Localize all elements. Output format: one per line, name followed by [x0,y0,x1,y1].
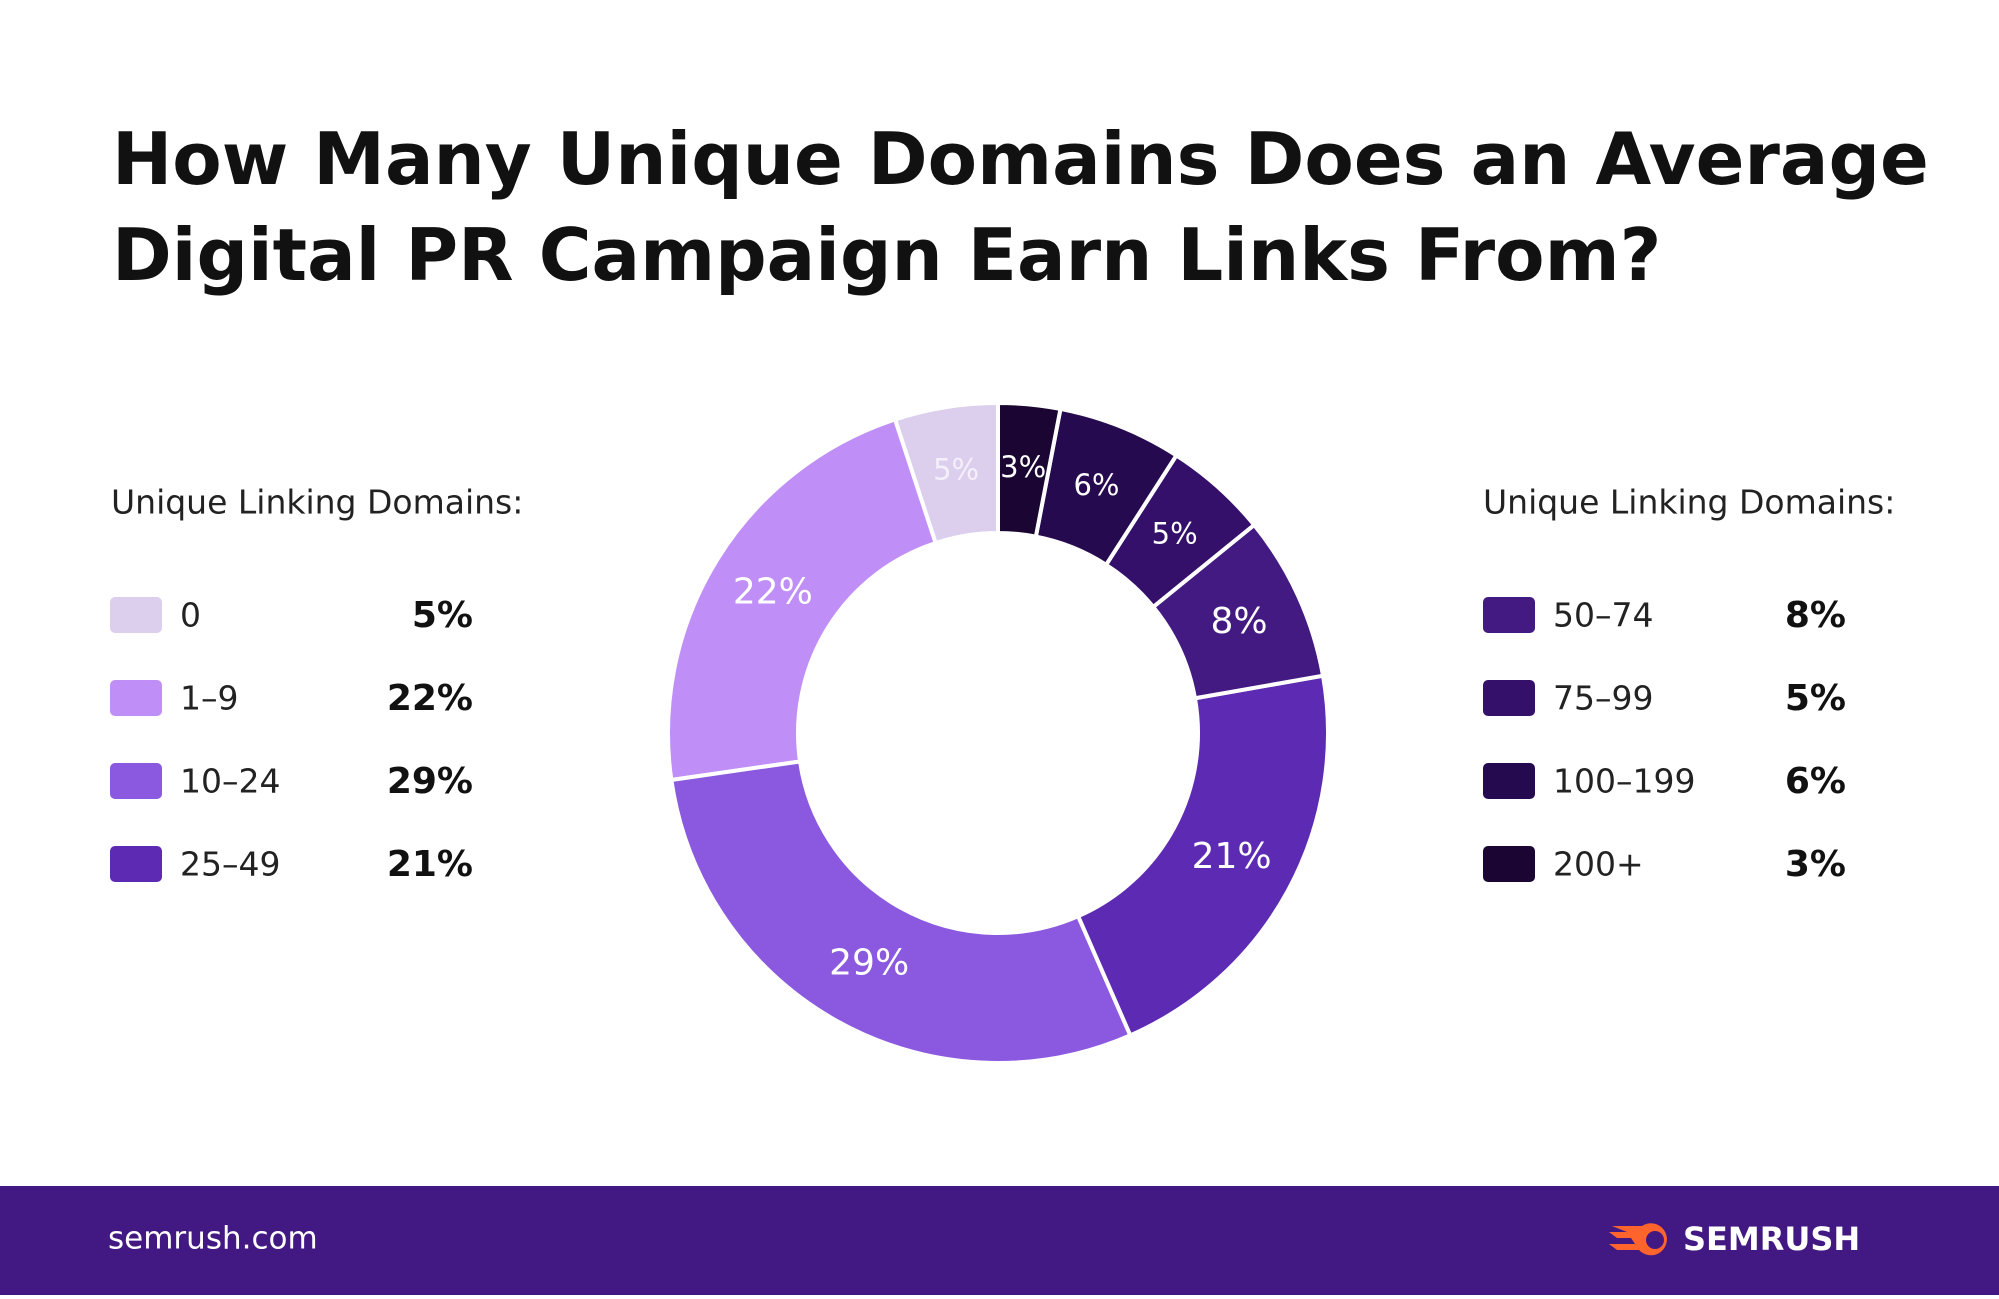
brand-name: SEMRUSH [1683,1220,1860,1258]
legend-swatch [1483,846,1535,882]
slice-label: 21% [1192,836,1272,877]
slice-label: 5% [1152,517,1198,551]
legend-swatch [1483,680,1535,716]
legend-label: 50–74 [1553,596,1653,635]
legend-value: 8% [1785,595,1846,636]
donut-slice [666,416,939,783]
legend-label: 75–99 [1553,679,1653,718]
legend-value: 21% [387,844,473,885]
legend-swatch [110,597,162,633]
chart-title: How Many Unique Domains Does an Average … [112,117,1954,297]
slice-label: 6% [1073,468,1119,502]
legend-value: 22% [387,678,473,719]
legend-label: 1–9 [180,679,239,718]
title-line: Digital PR Campaign Earn Links From? [112,213,1661,297]
legend-swatch [110,763,162,799]
brand-icon-eye [1646,1231,1664,1249]
legend-label: 10–24 [180,762,280,801]
legend-label: 0 [180,596,201,635]
legend-value: 5% [1785,678,1846,719]
legend-label: 200+ [1553,845,1644,884]
legend-title: Unique Linking Domains: [1483,483,1895,522]
legend-swatch [110,680,162,716]
brand-logo: SEMRUSH [1609,1220,1860,1258]
donut-slice [996,400,1063,539]
legend-label: 100–199 [1553,762,1695,801]
legend-label: 25–49 [180,845,280,884]
footer-site: semrush.com [108,1221,318,1257]
legend-swatch [1483,597,1535,633]
legend-value: 6% [1785,761,1846,802]
slice-label: 5% [933,452,979,486]
donut-slice [669,759,1133,1065]
legend-swatch [110,846,162,882]
legend-title: Unique Linking Domains: [111,483,523,522]
donut-slice [1075,673,1331,1038]
legend-value: 3% [1785,844,1846,885]
legend-value: 29% [387,761,473,802]
legend-swatch [1483,763,1535,799]
slice-label: 8% [1210,601,1267,642]
title-line: How Many Unique Domains Does an Average [112,117,1929,201]
slice-label: 29% [829,943,909,984]
slice-label: 22% [733,571,813,612]
legend-value: 5% [412,595,473,636]
slice-label: 3% [1000,450,1046,484]
